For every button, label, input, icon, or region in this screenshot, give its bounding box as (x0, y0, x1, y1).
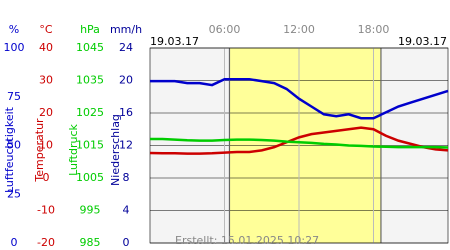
axis-unit: mm/h (110, 23, 142, 36)
axis-title: Luftdruck (67, 123, 80, 175)
y-tick-label: 985 (80, 236, 101, 249)
y-tick-label: 1015 (76, 139, 104, 152)
x-tick-label: 06:00 (209, 23, 241, 36)
y-tick-label: 100 (4, 41, 25, 54)
x-tick-label: 12:00 (283, 23, 315, 36)
y-tick-label: 0 (123, 236, 130, 249)
y-tick-label: -20 (37, 236, 55, 249)
y-tick-label: 8 (123, 171, 130, 184)
axis-unit: % (9, 23, 19, 36)
axis-title: Luftfeuchtigkeit (3, 106, 16, 193)
date-right: 19.03.17 (398, 35, 447, 48)
y-tick-label: -10 (37, 204, 55, 217)
y-tick-label: 1025 (76, 106, 104, 119)
y-tick-label: 30 (39, 74, 53, 87)
y-tick-label: 20 (119, 74, 133, 87)
y-tick-label: 1035 (76, 74, 104, 87)
x-tick-label: 18:00 (358, 23, 390, 36)
y-tick-label: 1005 (76, 171, 104, 184)
y-tick-label: 75 (7, 90, 21, 103)
y-tick-label: 24 (119, 41, 133, 54)
y-tick-label: 25 (7, 187, 21, 200)
y-tick-label: 20 (39, 106, 53, 119)
plot-frame (149, 47, 449, 244)
y-tick-label: 995 (80, 204, 101, 217)
footer: Erstellt: 15.01.2025 10:27 (175, 234, 319, 247)
date-left: 19.03.17 (150, 35, 199, 48)
series-line (150, 137, 449, 149)
y-tick-label: 40 (39, 41, 53, 54)
axis-unit: °C (39, 23, 53, 36)
y-tick-label: 50 (7, 139, 21, 152)
y-tick-label: 0 (43, 171, 50, 184)
y-tick-label: 12 (119, 139, 133, 152)
axis-title: Niederschlag (109, 114, 122, 186)
y-tick-label: 1045 (76, 41, 104, 54)
series-line (150, 77, 449, 120)
y-tick-label: 10 (39, 139, 53, 152)
axis-unit: hPa (80, 23, 100, 36)
axis-title: Temperatur (33, 118, 46, 183)
y-tick-label: 0 (11, 236, 18, 249)
series-line (149, 126, 449, 155)
y-tick-label: 16 (119, 106, 133, 119)
y-tick-label: 4 (123, 204, 130, 217)
